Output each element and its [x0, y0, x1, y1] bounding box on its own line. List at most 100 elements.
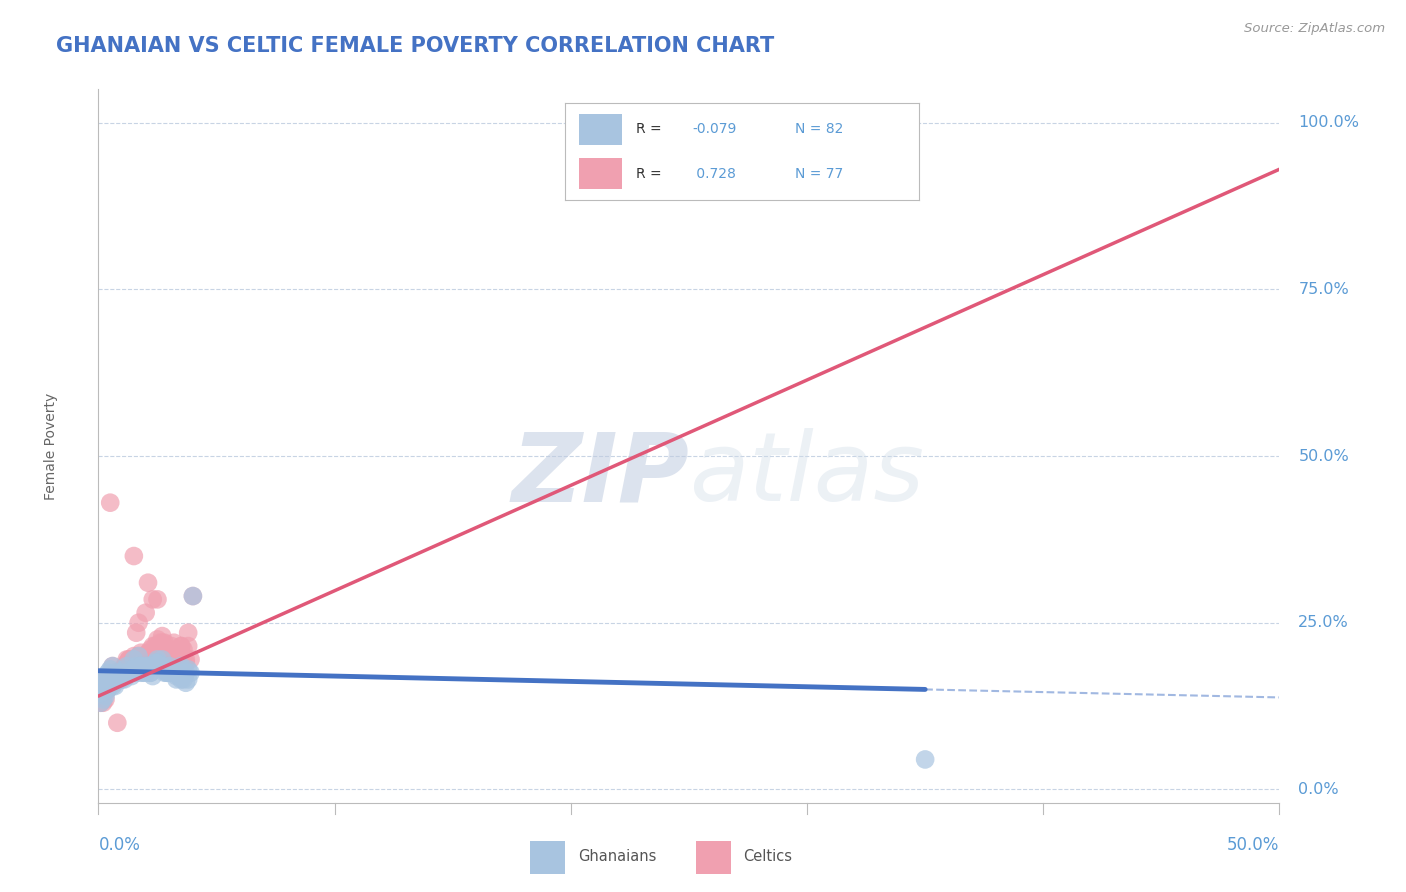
Point [172, 673, 194, 687]
Point [136, 646, 159, 660]
Point [122, 652, 145, 666]
Point [104, 665, 127, 680]
Point [153, 652, 176, 666]
Point [142, 669, 165, 683]
Point [94, 692, 117, 706]
Point [101, 659, 124, 673]
Point [163, 665, 186, 680]
Point [135, 606, 157, 620]
Point [153, 662, 176, 676]
Point [139, 665, 162, 680]
Point [181, 589, 204, 603]
Point [104, 665, 127, 680]
Point [118, 652, 141, 666]
Text: 50.0%: 50.0% [1298, 449, 1350, 464]
Point [121, 656, 143, 670]
Point [167, 646, 190, 660]
Point [129, 646, 152, 660]
Point [129, 659, 152, 673]
Point [118, 665, 141, 680]
Point [149, 659, 172, 673]
Point [149, 652, 172, 666]
Point [135, 659, 157, 673]
Point [91, 682, 114, 697]
Point [105, 673, 128, 687]
Point [128, 615, 150, 630]
Point [132, 649, 155, 664]
Point [914, 752, 936, 766]
Point [156, 665, 179, 680]
Point [170, 673, 193, 687]
Point [135, 665, 157, 680]
Point [108, 673, 131, 687]
Point [160, 652, 183, 666]
Point [170, 639, 193, 653]
Point [146, 632, 169, 647]
Point [139, 649, 162, 664]
Point [157, 642, 180, 657]
Point [115, 652, 138, 666]
Point [90, 696, 112, 710]
Point [142, 592, 165, 607]
Point [91, 673, 114, 687]
Point [108, 665, 131, 680]
Text: 100.0%: 100.0% [1298, 115, 1360, 130]
Point [135, 649, 157, 664]
Point [156, 642, 179, 657]
Point [98, 673, 121, 687]
Point [142, 639, 165, 653]
Point [129, 665, 152, 680]
Point [97, 682, 120, 697]
Point [174, 652, 197, 666]
Point [101, 673, 124, 687]
Point [121, 665, 143, 680]
Point [121, 669, 143, 683]
Point [157, 665, 180, 680]
Text: Source: ZipAtlas.com: Source: ZipAtlas.com [1244, 22, 1385, 36]
Point [165, 669, 187, 683]
Point [143, 656, 166, 670]
Point [174, 665, 197, 680]
Point [94, 682, 117, 697]
Point [112, 659, 135, 673]
Point [90, 696, 112, 710]
Text: atlas: atlas [689, 428, 924, 521]
Point [115, 659, 138, 673]
Point [163, 656, 186, 670]
Point [139, 665, 162, 680]
Point [139, 642, 162, 657]
Point [104, 675, 127, 690]
Point [105, 669, 128, 683]
Point [118, 652, 141, 666]
Point [112, 673, 135, 687]
Point [122, 662, 145, 676]
Point [172, 642, 194, 657]
Point [112, 662, 135, 676]
Text: GHANAIAN VS CELTIC FEMALE POVERTY CORRELATION CHART: GHANAIAN VS CELTIC FEMALE POVERTY CORREL… [56, 36, 775, 55]
Point [165, 673, 187, 687]
Point [180, 652, 202, 666]
Point [146, 592, 169, 607]
Point [136, 659, 159, 673]
Point [128, 662, 150, 676]
Point [91, 692, 114, 706]
Point [177, 662, 200, 676]
Text: ZIP: ZIP [510, 428, 689, 521]
Point [125, 665, 148, 680]
Point [170, 659, 193, 673]
Point [98, 496, 121, 510]
Point [143, 639, 166, 653]
Point [165, 659, 187, 673]
Text: 25.0%: 25.0% [1298, 615, 1350, 631]
Point [160, 662, 183, 676]
Point [136, 662, 159, 676]
Point [129, 659, 152, 673]
Point [150, 659, 173, 673]
Point [143, 659, 166, 673]
Point [108, 669, 131, 683]
Point [149, 659, 172, 673]
Point [101, 679, 124, 693]
Point [172, 662, 194, 676]
Point [98, 662, 121, 676]
Text: 75.0%: 75.0% [1298, 282, 1350, 297]
